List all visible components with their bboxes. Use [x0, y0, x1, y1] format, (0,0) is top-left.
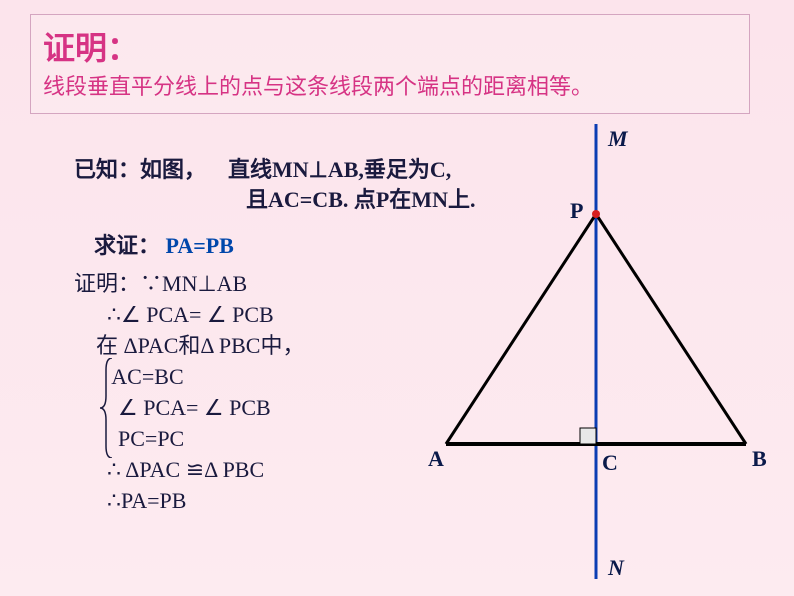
to-prove: 求证： PA=PB [94, 228, 234, 260]
svg-text:A: A [428, 446, 444, 471]
proof-step-4: ∴ ΔPAC ≌Δ PBC [74, 454, 304, 485]
prove-statement: PA=PB [166, 233, 234, 258]
given-prefix: 已知：如图， [74, 157, 206, 182]
proof-step-5: ∴PA=PB [74, 485, 304, 516]
prove-prefix: 求证： [94, 233, 160, 258]
theorem-statement: 线段垂直平分线上的点与这条线段两个端点的距离相等。 [43, 69, 737, 101]
svg-text:N: N [607, 555, 625, 580]
svg-text:C: C [602, 450, 618, 475]
geometry-diagram: M N P A B C [416, 124, 776, 584]
proof-prefix-line: 证明：∵MN⊥AB [74, 268, 304, 299]
theorem-title: 证明： [43, 23, 737, 69]
brace-icon [98, 358, 116, 458]
proof-step-3: 在 ΔPAC和Δ PBC中， [74, 330, 304, 361]
given-line-1: 已知：如图， 直线MN⊥AB,垂足为C, [74, 152, 451, 184]
proof-step-2: ∴∠ PCA= ∠ PCB [74, 299, 304, 330]
theorem-box: 证明： 线段垂直平分线上的点与这条线段两个端点的距离相等。 [30, 14, 750, 114]
svg-text:P: P [570, 198, 583, 223]
svg-text:B: B [752, 446, 767, 471]
svg-text:M: M [607, 126, 629, 151]
